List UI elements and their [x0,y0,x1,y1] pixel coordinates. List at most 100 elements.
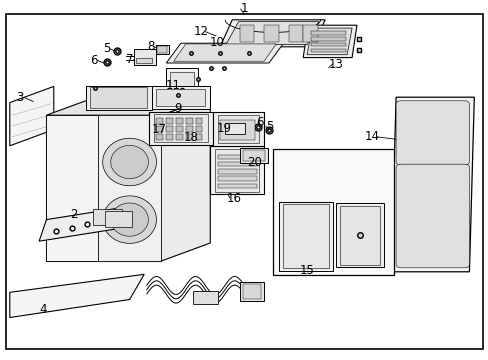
Polygon shape [111,203,148,236]
Polygon shape [282,204,328,268]
Text: 8: 8 [146,40,154,53]
Text: 7: 7 [125,53,133,66]
Polygon shape [155,45,168,54]
Polygon shape [98,115,161,261]
Polygon shape [46,115,98,261]
Polygon shape [239,282,264,301]
Bar [166,118,173,124]
Polygon shape [39,205,137,241]
Polygon shape [10,86,54,146]
Text: 14: 14 [365,130,379,143]
Bar [264,25,278,42]
Polygon shape [46,115,161,261]
Text: 16: 16 [226,192,241,204]
Bar [303,25,317,42]
Text: 15: 15 [299,264,314,277]
Bar [185,134,192,140]
Polygon shape [102,138,156,186]
Bar [217,155,256,159]
Polygon shape [154,114,207,142]
Bar [195,134,202,140]
Polygon shape [166,68,198,108]
Bar [310,31,345,35]
Bar [176,118,183,124]
Text: 13: 13 [328,58,343,71]
Bar [217,184,256,188]
Polygon shape [339,206,380,265]
Bar [288,25,303,42]
Polygon shape [398,166,466,266]
Text: 12: 12 [194,25,208,38]
Polygon shape [156,89,205,106]
Bar [217,162,256,166]
Polygon shape [193,291,217,304]
Text: 17: 17 [151,123,166,136]
Polygon shape [102,196,156,243]
Text: 11: 11 [166,79,181,92]
Bar [185,118,192,124]
Text: 5: 5 [102,42,110,55]
Bar [239,25,254,42]
Polygon shape [242,284,261,299]
Polygon shape [390,97,473,272]
Polygon shape [136,58,151,63]
Bar [156,126,163,132]
Polygon shape [212,112,264,146]
Bar [195,126,202,132]
Polygon shape [46,97,210,115]
Polygon shape [215,149,259,192]
Polygon shape [242,150,264,161]
Polygon shape [170,72,194,105]
Bar [310,37,345,41]
Bar [217,176,256,181]
Polygon shape [225,22,318,45]
Polygon shape [111,145,148,179]
Text: 1: 1 [240,3,248,15]
Polygon shape [217,115,259,143]
Bar [176,126,183,132]
Bar [176,134,183,140]
Text: 6: 6 [90,54,98,67]
Bar [166,134,173,140]
Bar [220,120,255,140]
Bar [156,134,163,140]
Text: 5: 5 [265,120,273,132]
Polygon shape [239,148,267,163]
Bar [195,118,202,124]
Text: 6: 6 [256,116,264,129]
Text: 2: 2 [70,208,78,221]
FancyBboxPatch shape [395,101,468,165]
Polygon shape [161,97,210,261]
Polygon shape [336,203,383,267]
Bar [217,169,256,174]
Text: 4: 4 [39,303,47,316]
Polygon shape [173,44,276,61]
Polygon shape [105,211,132,227]
Text: 18: 18 [183,131,198,144]
Bar [272,149,393,275]
Polygon shape [306,28,351,55]
Bar [156,118,163,124]
Text: 9: 9 [174,102,182,115]
Polygon shape [303,25,356,58]
Text: 20: 20 [246,156,261,169]
Bar [310,43,345,46]
Bar [310,49,345,52]
Polygon shape [10,274,144,318]
Bar [185,126,192,132]
Polygon shape [220,20,325,47]
Text: 10: 10 [210,36,224,49]
Polygon shape [398,103,466,163]
Polygon shape [151,86,210,109]
Polygon shape [93,209,122,225]
FancyBboxPatch shape [395,164,468,268]
Text: 19: 19 [216,122,231,135]
Polygon shape [224,123,245,134]
Polygon shape [90,87,146,108]
Polygon shape [210,146,264,194]
Polygon shape [85,86,151,110]
Bar [166,126,173,132]
Text: 3: 3 [16,91,23,104]
Polygon shape [166,43,283,63]
Polygon shape [134,49,156,65]
